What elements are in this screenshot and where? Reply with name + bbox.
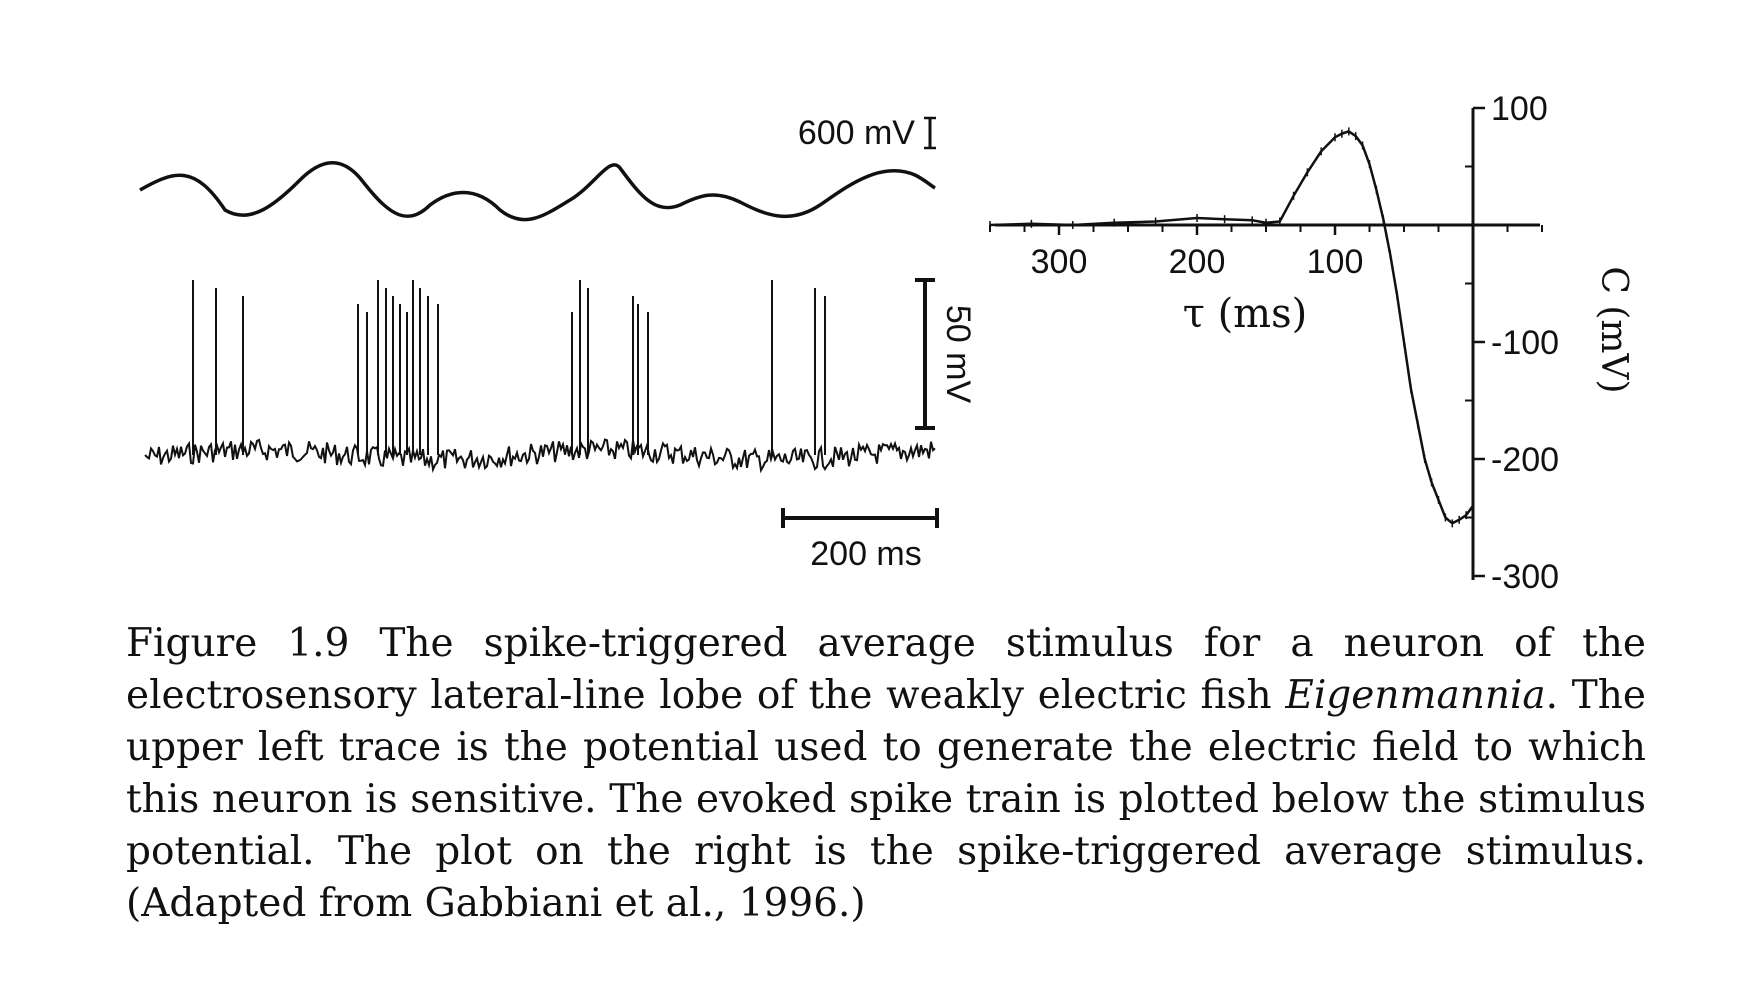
spike-scale-bar bbox=[915, 278, 935, 430]
x-tick-label: 100 bbox=[1307, 243, 1364, 281]
stimulus-spike-panel: 600 mV 50 mV 200 ms bbox=[139, 114, 977, 573]
caption-text-start: Figure 1.9 The spike-triggered average s… bbox=[126, 621, 1646, 718]
time-scale-bar bbox=[781, 508, 939, 528]
time-scale-label: 200 ms bbox=[810, 535, 922, 573]
y-axis-label: C (mV) bbox=[1593, 266, 1634, 393]
stimulus-scale-label: 600 mV bbox=[798, 114, 915, 152]
figure-caption: Figure 1.9 The spike-triggered average s… bbox=[126, 618, 1646, 930]
spike-scale-label: 50 mV bbox=[939, 305, 977, 404]
y-tick-label: -300 bbox=[1491, 558, 1559, 596]
y-tick-label: -100 bbox=[1491, 324, 1559, 362]
membrane-noise-trace bbox=[144, 437, 936, 474]
stimulus-trace bbox=[139, 161, 936, 222]
sta-chart: 300 200 100 100 -100 -200 -300 τ (ms) C (mV) bbox=[989, 90, 1634, 596]
caption-text-end: . The upper left trace is the potential … bbox=[126, 673, 1646, 926]
x-tick-label: 200 bbox=[1169, 243, 1226, 281]
caption-species: Eigenmannia bbox=[1285, 673, 1546, 718]
stimulus-scale-bar bbox=[924, 116, 936, 150]
sta-error-bars bbox=[989, 127, 1474, 528]
x-axis-ticks: 300 200 100 bbox=[989, 225, 1543, 281]
sta-series-line bbox=[989, 130, 1475, 525]
figure-1-9: 600 mV 50 mV 200 ms 300 200 100 100 -100 -20… bbox=[139, 90, 1634, 596]
x-axis-label: τ (ms) bbox=[1183, 291, 1308, 337]
y-axis-ticks: 100 -100 -200 -300 bbox=[1465, 90, 1559, 596]
spike-train bbox=[192, 280, 826, 455]
y-tick-label: 100 bbox=[1491, 90, 1548, 128]
x-tick-label: 300 bbox=[1031, 243, 1088, 281]
y-tick-label: -200 bbox=[1491, 441, 1559, 479]
